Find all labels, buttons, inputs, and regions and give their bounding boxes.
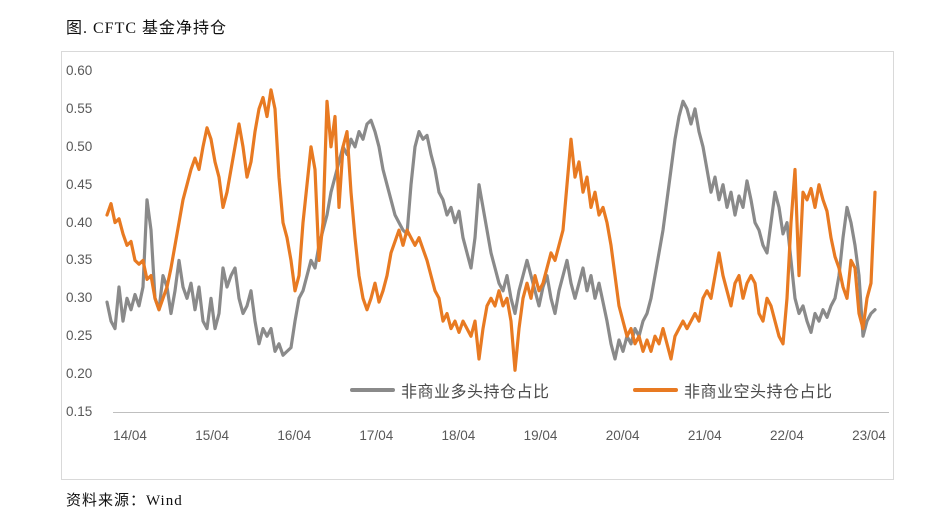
chart-frame [61, 51, 894, 480]
y-axis-label: 0.50 [66, 138, 93, 154]
x-axis-label: 15/04 [195, 428, 229, 443]
legend-label-long: 非商业多头持仓占比 [401, 384, 550, 401]
y-axis-label: 0.45 [66, 176, 93, 192]
y-axis-label: 0.30 [66, 290, 93, 306]
x-axis-label: 17/04 [359, 428, 394, 443]
legend-label-short: 非商业空头持仓占比 [684, 384, 833, 401]
legend-item-long: 非商业多头持仓占比 [350, 381, 550, 401]
x-axis-label: 14/04 [113, 428, 147, 443]
chart-title: 图. CFTC 基金净持仓 [66, 20, 228, 37]
x-axis-label: 19/04 [523, 428, 558, 443]
y-axis-label: 0.35 [66, 252, 93, 268]
y-axis-label: 0.20 [66, 366, 93, 382]
y-axis-label: 0.60 [66, 63, 93, 78]
legend-line-long-icon [350, 388, 395, 392]
x-axis-label: 16/04 [277, 428, 312, 443]
source-note: 资料来源：Wind [66, 493, 183, 509]
x-axis-label: 23/04 [852, 428, 886, 443]
x-axis-label: 20/04 [605, 428, 640, 443]
series-line-short [105, 88, 877, 372]
y-axis-label: 0.25 [66, 328, 93, 344]
x-axis-label: 21/04 [687, 428, 722, 443]
y-axis-label: 0.55 [66, 100, 93, 116]
legend-item-short: 非商业空头持仓占比 [633, 381, 833, 401]
y-axis-label: 0.15 [66, 404, 93, 419]
legend-line-short-icon [633, 388, 678, 392]
y-axis-label: 0.40 [66, 214, 93, 230]
x-axis-label: 18/04 [441, 428, 476, 443]
series-line-long [105, 99, 877, 361]
x-axis-line [113, 412, 889, 413]
x-axis-label: 22/04 [769, 428, 804, 443]
